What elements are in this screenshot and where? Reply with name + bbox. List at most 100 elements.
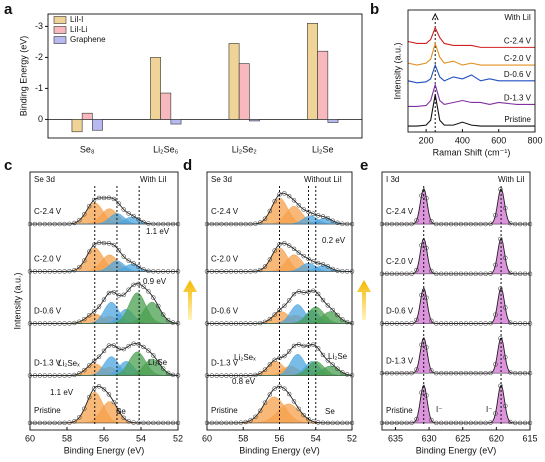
data-point (57, 321, 62, 326)
data-point (493, 262, 498, 268)
data-point (394, 321, 400, 326)
data-point (291, 246, 297, 252)
data-point (286, 298, 292, 303)
data-point (296, 342, 302, 347)
data-point (344, 269, 350, 274)
data-point (67, 373, 72, 378)
data-point (320, 262, 326, 267)
data-point (498, 383, 503, 389)
data-point (517, 271, 523, 277)
data-point (325, 420, 331, 426)
data-point (311, 211, 316, 216)
data-point (86, 394, 92, 400)
data-point (111, 242, 117, 248)
data-point (233, 420, 239, 426)
data-point (522, 321, 528, 326)
data-point (238, 373, 244, 378)
x-tick-label: 625 (455, 433, 470, 443)
data-point (32, 269, 38, 274)
data-point (394, 420, 400, 426)
data-point (335, 420, 340, 426)
data-point (42, 420, 48, 426)
data-point (160, 366, 166, 371)
y-tick-label: -1 (35, 83, 43, 93)
x-tick-label: 54 (311, 433, 321, 443)
data-point (101, 348, 107, 354)
data-point (214, 221, 219, 227)
annotation: 0.2 eV (322, 236, 346, 245)
fit-envelope (382, 237, 530, 275)
data-point (325, 215, 331, 221)
data-point (483, 221, 488, 227)
data-point (517, 321, 523, 326)
data-point (160, 221, 166, 227)
data-point (399, 370, 404, 376)
plot-frame (381, 171, 531, 431)
data-point (91, 358, 97, 364)
data-point (131, 420, 136, 425)
data-point (209, 269, 215, 274)
data-point (32, 321, 38, 326)
data-point (106, 241, 112, 246)
data-point (253, 372, 258, 378)
data-point (389, 420, 395, 426)
fit-envelope (30, 385, 178, 424)
data-point (62, 269, 67, 274)
data-point (306, 289, 311, 295)
data-point (296, 406, 302, 412)
data-point (282, 191, 287, 196)
data-point (257, 320, 263, 326)
data-point (453, 420, 459, 426)
data-point (126, 419, 131, 424)
data-point (291, 399, 297, 404)
annotation: I⁻ (436, 405, 442, 414)
data-point (272, 198, 277, 204)
data-point (141, 284, 146, 289)
data-point (483, 321, 488, 326)
data-point (233, 221, 239, 227)
data-point (224, 373, 229, 378)
data-point (282, 303, 287, 309)
data-point (165, 420, 171, 426)
bar (170, 119, 182, 125)
data-point (344, 221, 350, 227)
data-point (325, 303, 331, 308)
bar (307, 22, 318, 120)
data-point (434, 420, 439, 426)
data-point (286, 193, 292, 199)
data-point (82, 258, 87, 263)
data-point (209, 221, 215, 227)
data-point (248, 269, 253, 274)
data-point (121, 415, 126, 421)
data-point (335, 220, 340, 226)
fit-envelope (382, 384, 530, 424)
data-point (508, 270, 513, 276)
series-label: D-1.3 V (504, 94, 532, 103)
spectrum-label: C-2.4 V (211, 207, 239, 216)
data-point (409, 221, 414, 227)
data-point (419, 342, 424, 348)
x-tick-label: 620 (489, 433, 504, 443)
bar (249, 119, 260, 122)
data-point (503, 255, 508, 261)
data-point (131, 261, 136, 266)
data-point (219, 420, 224, 426)
data-point (126, 211, 131, 216)
data-point (301, 343, 306, 349)
annotation: Se 3d (34, 175, 55, 184)
data-point (277, 192, 282, 197)
spectrum-label: C-2.4 V (34, 207, 62, 216)
panel-label: e (360, 157, 368, 174)
data-point (52, 420, 57, 426)
data-point (47, 321, 52, 326)
spectrum-label: D-0.6 V (386, 307, 414, 316)
data-point (512, 420, 518, 426)
data-point (414, 267, 419, 273)
data-point (253, 414, 258, 420)
legend-swatch (53, 26, 67, 34)
data-point (325, 358, 331, 363)
data-point (340, 317, 345, 322)
x-tick-label: 630 (422, 433, 437, 443)
data-point (136, 264, 141, 269)
